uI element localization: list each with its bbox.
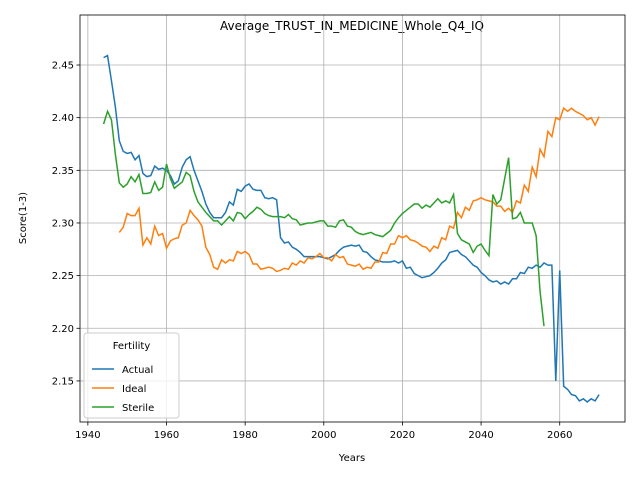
x-tick-label: 2060: [547, 430, 572, 441]
legend-label: Ideal: [122, 384, 146, 395]
x-tick-label: 1940: [75, 430, 100, 441]
x-tick-label: 2040: [468, 430, 493, 441]
y-tick-label: 2.15: [52, 376, 74, 387]
legend-title: Fertility: [113, 341, 151, 352]
x-tick-label: 2020: [390, 430, 415, 441]
x-axis-label: Years: [338, 453, 365, 464]
y-tick-label: 2.35: [52, 166, 74, 177]
y-tick-label: 2.40: [52, 113, 74, 124]
legend-label: Actual: [122, 365, 153, 376]
legend: Fertility Actual Ideal Sterile: [83, 332, 180, 419]
y-axis-label: Score(1-3): [18, 192, 29, 244]
series-line: [118, 106, 600, 273]
legend-label: Sterile: [122, 403, 154, 414]
y-tick-label: 2.45: [52, 61, 74, 72]
series-line: [102, 109, 545, 327]
x-tick-label: 1980: [232, 430, 257, 441]
plot-frame: [79, 14, 626, 423]
series-line: [103, 54, 600, 403]
x-tick-label: 1960: [154, 430, 179, 441]
x-tick-label: 2000: [311, 430, 336, 441]
y-tick-label: 2.20: [52, 324, 74, 335]
y-tick-label: 2.30: [52, 218, 74, 229]
legend-box: [83, 332, 180, 419]
y-tick-label: 2.25: [52, 271, 74, 282]
chart-title: Average_TRUST_IN_MEDICINE_Whole_Q4_IQ: [220, 19, 484, 33]
